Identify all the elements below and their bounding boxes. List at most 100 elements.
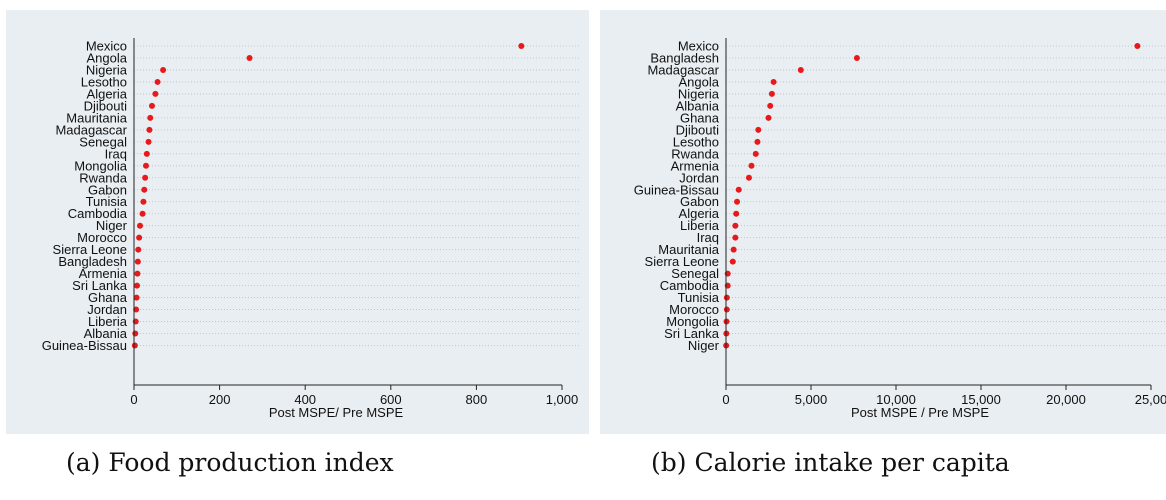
category-label-lesotho: Lesotho	[81, 74, 127, 89]
data-point-ghana	[133, 294, 140, 301]
x-tick-label: 10,000	[876, 392, 916, 407]
data-point-senegal	[145, 138, 152, 145]
data-point-tunisia	[140, 198, 147, 205]
data-point-jordan	[133, 306, 140, 313]
data-point-djibouti	[148, 102, 155, 109]
data-point-nigeria	[768, 90, 775, 97]
category-label-madagascar: Madagascar	[55, 122, 127, 137]
category-label-guinea-bissau: Guinea-Bissau	[634, 182, 719, 197]
x-tick-label: 600	[380, 392, 402, 407]
data-point-ghana	[765, 114, 772, 121]
category-label-liberia: Liberia	[88, 314, 128, 329]
x-tick-label: 0	[130, 392, 137, 407]
data-point-jordan	[745, 174, 752, 181]
category-label-nigeria: Nigeria	[678, 86, 720, 101]
chart-panel-calorie-intake: Mexico Bangladesh Madagascar Angola Nigeria A…	[600, 10, 1166, 434]
data-point-sierra-leone	[135, 246, 142, 253]
data-point-bangladesh	[134, 258, 141, 265]
data-point-niger	[136, 222, 143, 229]
category-label-cambodia: Cambodia	[68, 206, 128, 221]
x-axis-label: Post MSPE/ Pre MSPE	[269, 405, 404, 420]
category-label-sri-lanka: Sri Lanka	[72, 278, 128, 293]
category-label-mongolia: Mongolia	[666, 314, 720, 329]
category-label-tunisia: Tunisia	[86, 194, 128, 209]
category-label-bangladesh: Bangladesh	[58, 254, 127, 269]
category-label-ghana: Ghana	[88, 290, 128, 305]
chart-calorie-intake: MexicoBangladeshMadagascarAngolaNigeriaA…	[634, 38, 1166, 420]
data-point-albania	[132, 330, 139, 337]
category-label-algeria: Algeria	[679, 206, 720, 221]
category-label-gabon: Gabon	[680, 194, 719, 209]
data-point-nigeria	[160, 66, 167, 73]
data-point-armenia	[748, 162, 755, 169]
data-point-guinea-bissau	[131, 342, 138, 349]
category-label-morocco: Morocco	[77, 230, 127, 245]
category-label-niger: Niger	[96, 218, 128, 233]
data-point-algeria	[152, 90, 159, 97]
data-point-morocco	[723, 306, 730, 313]
category-label-gabon: Gabon	[88, 182, 127, 197]
data-point-cambodia	[139, 210, 146, 217]
data-point-madagascar	[146, 126, 153, 133]
data-point-mauritania	[730, 246, 737, 253]
data-point-mongolia	[723, 318, 730, 325]
x-tick-label: 20,000	[1046, 392, 1086, 407]
data-point-guinea-bissau	[735, 186, 742, 193]
data-point-sri-lanka	[133, 282, 140, 289]
x-tick-label: 1,000	[546, 392, 579, 407]
data-point-sierra-leone	[729, 258, 736, 265]
x-tick-label: 0	[722, 392, 729, 407]
data-point-liberia	[732, 222, 739, 229]
category-label-rwanda: Rwanda	[79, 170, 127, 185]
category-label-senegal: Senegal	[671, 266, 719, 281]
category-label-ghana: Ghana	[680, 110, 720, 125]
data-point-tunisia	[723, 294, 730, 301]
category-label-djibouti: Djibouti	[676, 122, 719, 137]
category-label-nigeria: Nigeria	[86, 62, 128, 77]
data-point-gabon	[734, 198, 741, 205]
category-label-tunisia: Tunisia	[678, 290, 720, 305]
category-label-rwanda: Rwanda	[671, 146, 719, 161]
data-point-rwanda	[752, 150, 759, 157]
chart-panel-food-production: Mexico Angola Nigeria Lesotho Algeria Djibout…	[6, 10, 589, 434]
data-point-mongolia	[142, 162, 149, 169]
data-point-djibouti	[755, 126, 762, 133]
data-point-algeria	[733, 210, 740, 217]
data-point-morocco	[136, 234, 143, 241]
data-point-lesotho	[754, 138, 761, 145]
x-tick-label: 400	[294, 392, 316, 407]
data-point-albania	[767, 102, 774, 109]
data-point-mauritania	[147, 114, 154, 121]
x-tick-label: 25,00	[1135, 392, 1166, 407]
data-point-iraq	[143, 150, 150, 157]
category-label-mongolia: Mongolia	[74, 158, 128, 173]
category-label-iraq: Iraq	[697, 230, 719, 245]
chart-food-production: MexicoAngolaNigeriaLesothoAlgeriaDjibout…	[42, 38, 581, 420]
category-label-jordan: Jordan	[87, 302, 127, 317]
caption-food-production: (a) Food production index	[66, 448, 394, 477]
caption-calorie-intake: (b) Calorie intake per capita	[651, 448, 1010, 477]
data-point-iraq	[732, 234, 739, 241]
category-label-sierra-leone: Sierra Leone	[53, 242, 127, 257]
category-label-mexico: Mexico	[86, 39, 127, 54]
category-label-mauritania: Mauritania	[658, 242, 719, 257]
category-label-madagascar: Madagascar	[647, 62, 719, 77]
data-point-angola	[246, 54, 253, 61]
category-label-iraq: Iraq	[105, 146, 127, 161]
category-label-djibouti: Djibouti	[84, 98, 127, 113]
data-point-gabon	[141, 186, 148, 193]
category-label-morocco: Morocco	[669, 302, 719, 317]
data-point-lesotho	[154, 78, 161, 85]
category-label-sri-lanka: Sri Lanka	[664, 326, 720, 341]
category-label-sierra-leone: Sierra Leone	[645, 254, 719, 269]
category-label-senegal: Senegal	[79, 134, 127, 149]
category-label-niger: Niger	[688, 338, 720, 353]
x-tick-label: 200	[209, 392, 231, 407]
x-tick-label: 15,000	[961, 392, 1001, 407]
category-label-liberia: Liberia	[680, 218, 720, 233]
category-label-bangladesh: Bangladesh	[650, 50, 719, 65]
category-label-algeria: Algeria	[87, 86, 128, 101]
data-point-angola	[770, 78, 777, 85]
data-point-madagascar	[797, 66, 804, 73]
x-tick-label: 800	[466, 392, 488, 407]
